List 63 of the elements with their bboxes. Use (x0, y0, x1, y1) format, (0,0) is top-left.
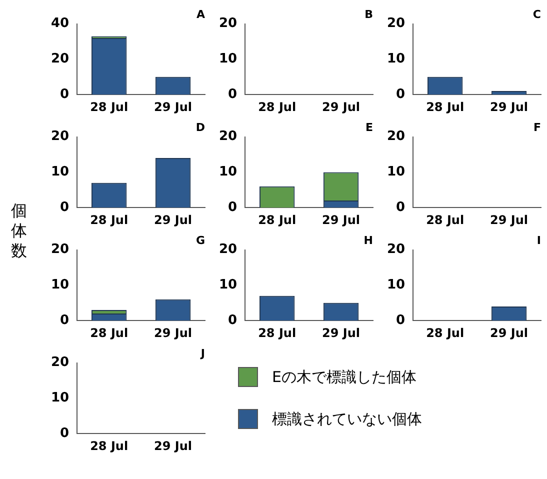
x-tick-label: 29 Jul (490, 100, 528, 114)
y-tick-label: 10 (218, 52, 238, 67)
x-tick-label: 28 Jul (426, 326, 464, 340)
y-tick-label: 20 (50, 355, 70, 370)
chart-title: B (364, 8, 373, 22)
x-tick-label: 28 Jul (426, 100, 464, 114)
y-tick-label: 10 (386, 278, 406, 293)
x-tick-label: 29 Jul (322, 326, 360, 340)
y-tick-label: 20 (386, 16, 406, 32)
legend-label: 標識されていない個体 (272, 410, 422, 428)
y-tick-label: 10 (386, 164, 406, 180)
y-tick-label: 0 (60, 426, 70, 441)
y-tick-label: 20 (386, 242, 406, 258)
x-tick-label: 28 Jul (258, 212, 296, 227)
y-tick-label: 10 (50, 164, 70, 180)
x-tick-label: 28 Jul (90, 100, 128, 114)
y-tick-label: 0 (228, 86, 238, 102)
x-tick-label: 29 Jul (322, 212, 360, 227)
y-tick-label: 20 (218, 129, 238, 144)
y-tick-label: 0 (396, 200, 406, 215)
x-tick-label: 29 Jul (154, 100, 192, 114)
x-tick-label: 28 Jul (426, 212, 464, 227)
y-tick-label: 20 (50, 52, 70, 67)
y-tick-label: 20 (218, 16, 238, 32)
y-tick-label: 20 (50, 129, 70, 144)
y-tick-label: 0 (396, 86, 406, 102)
x-tick-label: 29 Jul (154, 212, 192, 227)
y-tick-label: 0 (228, 200, 238, 215)
x-tick-label: 29 Jul (154, 438, 192, 453)
y-tick-label: 20 (386, 129, 406, 144)
chart-title: G (196, 234, 205, 248)
chart-title: A (196, 8, 206, 22)
x-tick-label: 29 Jul (322, 100, 360, 114)
legend-label: Eの木で標識した個体 (272, 368, 416, 386)
chart-title: E (365, 121, 373, 134)
y-tick-label: 0 (396, 312, 406, 328)
x-tick-label: 29 Jul (154, 326, 192, 340)
y-tick-label: 10 (386, 52, 406, 67)
y-tick-label: 10 (50, 278, 70, 293)
x-tick-label: 28 Jul (90, 212, 128, 227)
y-tick-label: 10 (218, 278, 238, 293)
y-tick-label: 0 (60, 200, 70, 215)
chart-title: I (536, 234, 541, 248)
x-tick-label: 28 Jul (90, 326, 128, 340)
chart-title: J (200, 347, 205, 360)
y-tick-label: 0 (60, 86, 70, 102)
x-tick-label: 28 Jul (90, 438, 128, 453)
y-tick-label: 10 (218, 164, 238, 180)
x-tick-label: 28 Jul (258, 326, 296, 340)
y-tick-label: 10 (50, 390, 70, 406)
chart-title: C (532, 8, 541, 22)
x-tick-label: 28 Jul (258, 100, 296, 114)
y-tick-label: 0 (228, 312, 238, 328)
y-tick-label: 40 (50, 16, 70, 32)
y-axis-title: 個体数 (11, 201, 28, 261)
y-tick-label: 0 (60, 312, 70, 328)
x-tick-label: 29 Jul (490, 326, 528, 340)
chart-title: H (364, 234, 373, 248)
y-tick-label: 20 (218, 242, 238, 258)
chart-title: D (196, 121, 205, 134)
y-tick-label: 20 (50, 242, 70, 258)
x-tick-label: 29 Jul (490, 212, 528, 227)
chart-title: F (533, 121, 541, 134)
